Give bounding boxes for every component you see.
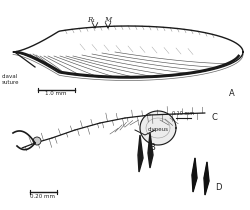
Text: A: A xyxy=(229,89,235,98)
Text: D: D xyxy=(215,183,222,192)
Polygon shape xyxy=(204,162,209,195)
Polygon shape xyxy=(13,26,243,78)
Text: R₁: R₁ xyxy=(87,16,95,24)
Text: 0.20 mm: 0.20 mm xyxy=(30,194,56,199)
Text: M: M xyxy=(104,16,112,24)
Text: 0.10 mm: 0.10 mm xyxy=(172,111,194,116)
Text: 1.0 mm: 1.0 mm xyxy=(45,91,67,96)
Text: B: B xyxy=(149,143,155,152)
Text: claval
suture: claval suture xyxy=(2,74,20,85)
Polygon shape xyxy=(138,135,143,172)
Text: clypeus: clypeus xyxy=(148,127,169,133)
Text: C: C xyxy=(212,113,218,122)
Polygon shape xyxy=(148,133,153,168)
Polygon shape xyxy=(140,111,176,145)
Circle shape xyxy=(33,137,41,145)
Polygon shape xyxy=(192,158,197,192)
